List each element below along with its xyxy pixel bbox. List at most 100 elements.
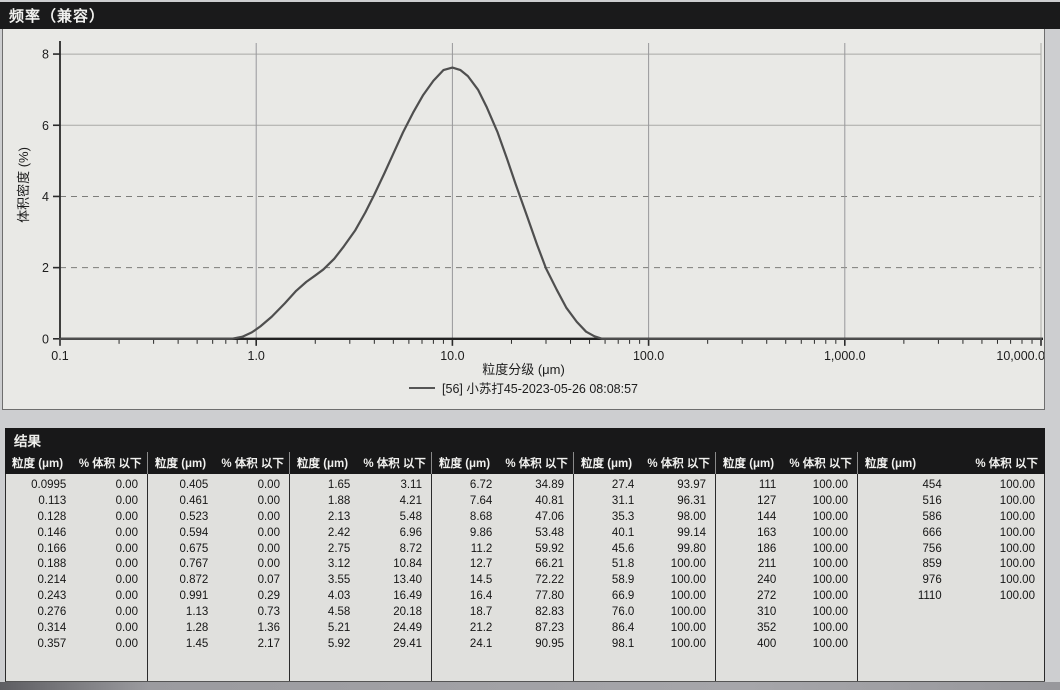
table-row: 0.113 0.00 [6,493,147,509]
column-group-header: 粒度 (μm) % 体积 以下 [5,452,147,474]
size-value: 9.86 [469,526,493,539]
size-value: 98.1 [611,637,635,650]
pct-value: 82.83 [535,606,564,619]
table-row: 35.3 98.00 [574,509,715,525]
x-tick-label: 0.1 [51,349,68,363]
x-tick-label: 1.0 [248,349,265,363]
pct-value: 100.00 [999,574,1035,587]
pct-column-header: % 体积 以下 [505,458,568,470]
pct-value: 0.00 [115,637,138,650]
size-value: 516 [922,494,942,507]
table-row: 76.0 100.00 [574,604,715,620]
size-value: 186 [757,542,777,555]
table-row: 272 100.00 [716,588,857,604]
table-row: 1.65 3.11 [290,477,431,493]
size-value: 1110 [917,590,942,603]
pct-value: 93.97 [677,478,706,491]
size-value: 45.6 [611,542,635,555]
size-value: 21.2 [469,621,493,634]
x-tick-label: 10.0 [440,349,464,363]
table-row: 0.243 0.00 [6,588,147,604]
size-value: 11.2 [470,542,493,555]
table-row: 0.146 0.00 [6,525,147,541]
size-value: 16.4 [469,590,493,603]
pct-value: 0.00 [115,558,138,571]
table-row: 1.88 4.21 [290,493,431,509]
x-tick-label: 100.0 [633,349,664,363]
size-column-header: 粒度 (μm) [155,458,207,470]
size-value: 31.1 [611,494,635,507]
size-column-header: 粒度 (μm) [865,458,917,470]
table-row: 0.675 0.00 [148,541,289,557]
pct-value: 6.96 [399,526,422,539]
pct-value: 100.00 [812,558,848,571]
pct-value: 100.00 [812,510,848,523]
size-value: 7.64 [469,494,493,507]
table-row: 9.86 53.48 [432,525,573,541]
pct-column-header: % 体积 以下 [78,458,142,470]
size-value: 27.4 [611,478,635,491]
size-value: 0.594 [179,526,209,539]
table-row: 0.214 0.00 [6,572,147,588]
table-row: 211 100.00 [716,556,857,572]
table-row: 1.45 2.17 [148,636,289,652]
result-column-group: 1.65 3.11 1.88 4.21 2.13 5.48 2.42 6.96 2.75 8.72… [290,474,432,681]
table-row: 859 100.00 [858,556,1044,572]
table-row: 6.72 34.89 [432,477,573,493]
size-value: 0.872 [179,574,209,587]
size-value: 66.9 [611,590,635,603]
size-value: 976 [922,574,942,587]
size-value: 51.8 [611,558,635,571]
table-row: 400 100.00 [716,636,857,652]
table-row: 66.9 100.00 [574,588,715,604]
table-row: 5.21 24.49 [290,620,431,636]
table-row: 976 100.00 [858,572,1044,588]
y-tick-label: 4 [42,190,49,204]
pct-value: 100.00 [812,526,848,539]
size-value: 0.523 [179,510,209,523]
y-tick-label: 8 [42,48,49,62]
size-value: 211 [757,558,777,571]
pct-value: 0.00 [115,574,138,587]
table-row: 144 100.00 [716,509,857,525]
size-value: 0.188 [37,558,67,571]
result-column-group: 0.0995 0.00 0.113 0.00 0.128 0.00 0.146 0.00 0.1… [6,474,148,681]
size-value: 586 [922,510,942,523]
size-value: 2.13 [327,510,351,523]
pct-value: 0.00 [257,510,280,523]
table-row: 4.03 16.49 [290,588,431,604]
size-value: 24.1 [469,637,493,650]
table-row: 310 100.00 [716,604,857,620]
size-value: 0.675 [179,542,209,555]
table-row: 8.68 47.06 [432,509,573,525]
pct-value: 99.14 [677,526,706,539]
size-value: 0.405 [179,478,209,491]
pct-value: 5.48 [399,510,422,523]
pct-value: 10.84 [393,558,422,571]
table-row: 1.28 1.36 [148,620,289,636]
size-value: 0.357 [37,637,67,650]
pct-value: 53.48 [535,526,564,539]
column-group-header: 粒度 (μm) % 体积 以下 [147,452,289,474]
table-row: 7.64 40.81 [432,493,573,509]
report-title-bar: 频率（兼容） [0,2,1060,29]
table-row: 2.13 5.48 [290,509,431,525]
x-tick-label: 10,000.0 [996,349,1044,363]
pct-value: 3.11 [400,478,422,491]
size-value: 1.45 [185,637,209,650]
table-row: 40.1 99.14 [574,525,715,541]
pct-value: 77.80 [535,590,564,603]
pct-value: 24.49 [393,621,422,634]
size-value: 400 [757,637,777,650]
table-row: 186 100.00 [716,541,857,557]
size-value: 0.314 [37,621,67,634]
pct-value: 34.89 [535,478,564,491]
size-column-header: 粒度 (μm) [297,458,349,470]
result-column-group: 454 100.00 516 100.00 586 100.00 666 100.00 756 1… [858,474,1045,681]
size-value: 5.92 [327,637,351,650]
pct-value: 0.00 [115,478,138,491]
table-row: 11.2 59.92 [432,541,573,557]
pct-value: 0.07 [257,574,280,587]
pct-value: 100.00 [999,526,1035,539]
pct-value: 100.00 [999,590,1035,603]
